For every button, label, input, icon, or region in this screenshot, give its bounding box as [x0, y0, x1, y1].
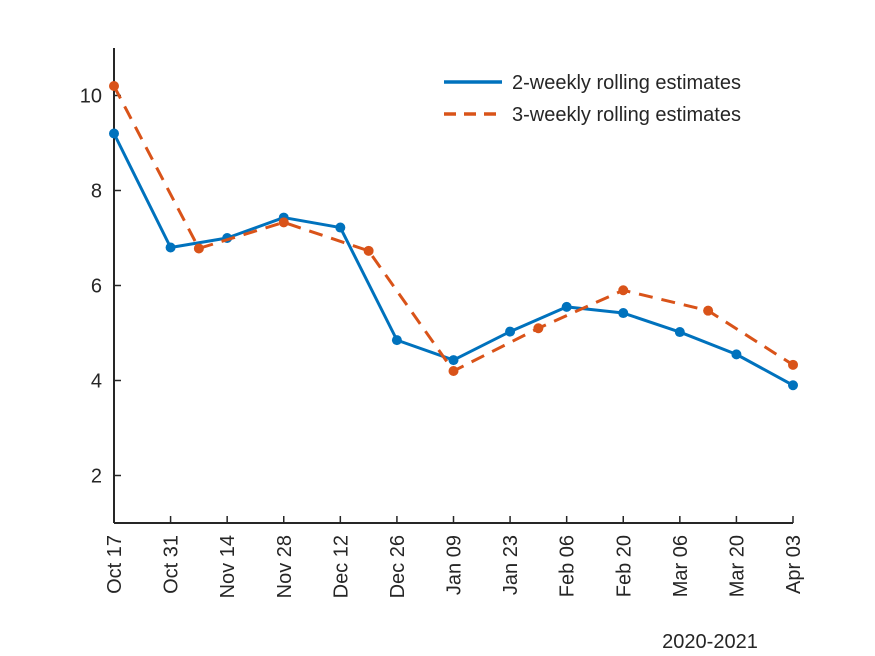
series-0-point	[618, 308, 629, 319]
series-1-point	[703, 305, 714, 316]
series-line-1	[112, 85, 794, 373]
x-axis-label: 2020-2021	[662, 631, 758, 653]
y-tick-label: 4	[91, 371, 102, 393]
series-line-0	[112, 132, 794, 387]
x-tick-label: Apr 03	[783, 535, 805, 594]
x-tick-label: Mar 06	[670, 535, 692, 597]
series-1-point	[193, 243, 204, 254]
x-tick-label: Dec 26	[387, 535, 409, 598]
legend-label-2-weekly: 2-weekly rolling estimates	[512, 72, 741, 94]
x-tick-label: Dec 12	[330, 535, 352, 598]
series-1-point	[618, 285, 629, 296]
series-0-point	[335, 222, 346, 233]
y-tick-label: 8	[91, 181, 102, 203]
series-0-point	[788, 380, 798, 391]
series-1-point	[109, 81, 119, 91]
series-layer	[109, 81, 798, 391]
y-tick-label: 10	[80, 86, 102, 108]
legend-label-3-weekly: 3-weekly rolling estimates	[512, 104, 741, 126]
series-0-point	[674, 327, 685, 338]
y-tick-label: 2	[91, 466, 102, 488]
x-tick-label: Mar 20	[726, 535, 748, 597]
series-1-point	[363, 245, 374, 256]
series-0-point	[731, 349, 742, 360]
x-tick-label: Jan 09	[444, 535, 466, 595]
series-0-point	[109, 128, 119, 139]
x-tick-label: Oct 31	[161, 535, 183, 594]
x-tick-label: Feb 06	[557, 535, 579, 597]
y-tick-label: 6	[91, 276, 102, 298]
series-0-point	[391, 335, 402, 346]
x-tick-label: Nov 28	[274, 535, 296, 598]
series-0-point	[165, 242, 176, 253]
series-1-point	[788, 359, 798, 370]
axes: 2 4 6 8 10 Oct 17 Oct 31 Nov 14 Nov 28 Dec 12 Dec …	[80, 48, 805, 598]
series-0-point	[561, 301, 572, 312]
series-0-point	[505, 326, 516, 337]
x-tick-label: Nov 14	[217, 535, 239, 598]
series-1-point	[448, 366, 459, 376]
x-tick-label: Feb 20	[613, 535, 635, 597]
x-tick-label: Oct 17	[104, 535, 126, 594]
series-1-point	[533, 323, 544, 334]
legend: 2-weekly rolling estimates 3-weekly roll…	[444, 72, 741, 126]
series-1-point	[278, 217, 289, 228]
x-tick-label: Jan 23	[500, 535, 522, 595]
series-0-point	[448, 355, 459, 366]
